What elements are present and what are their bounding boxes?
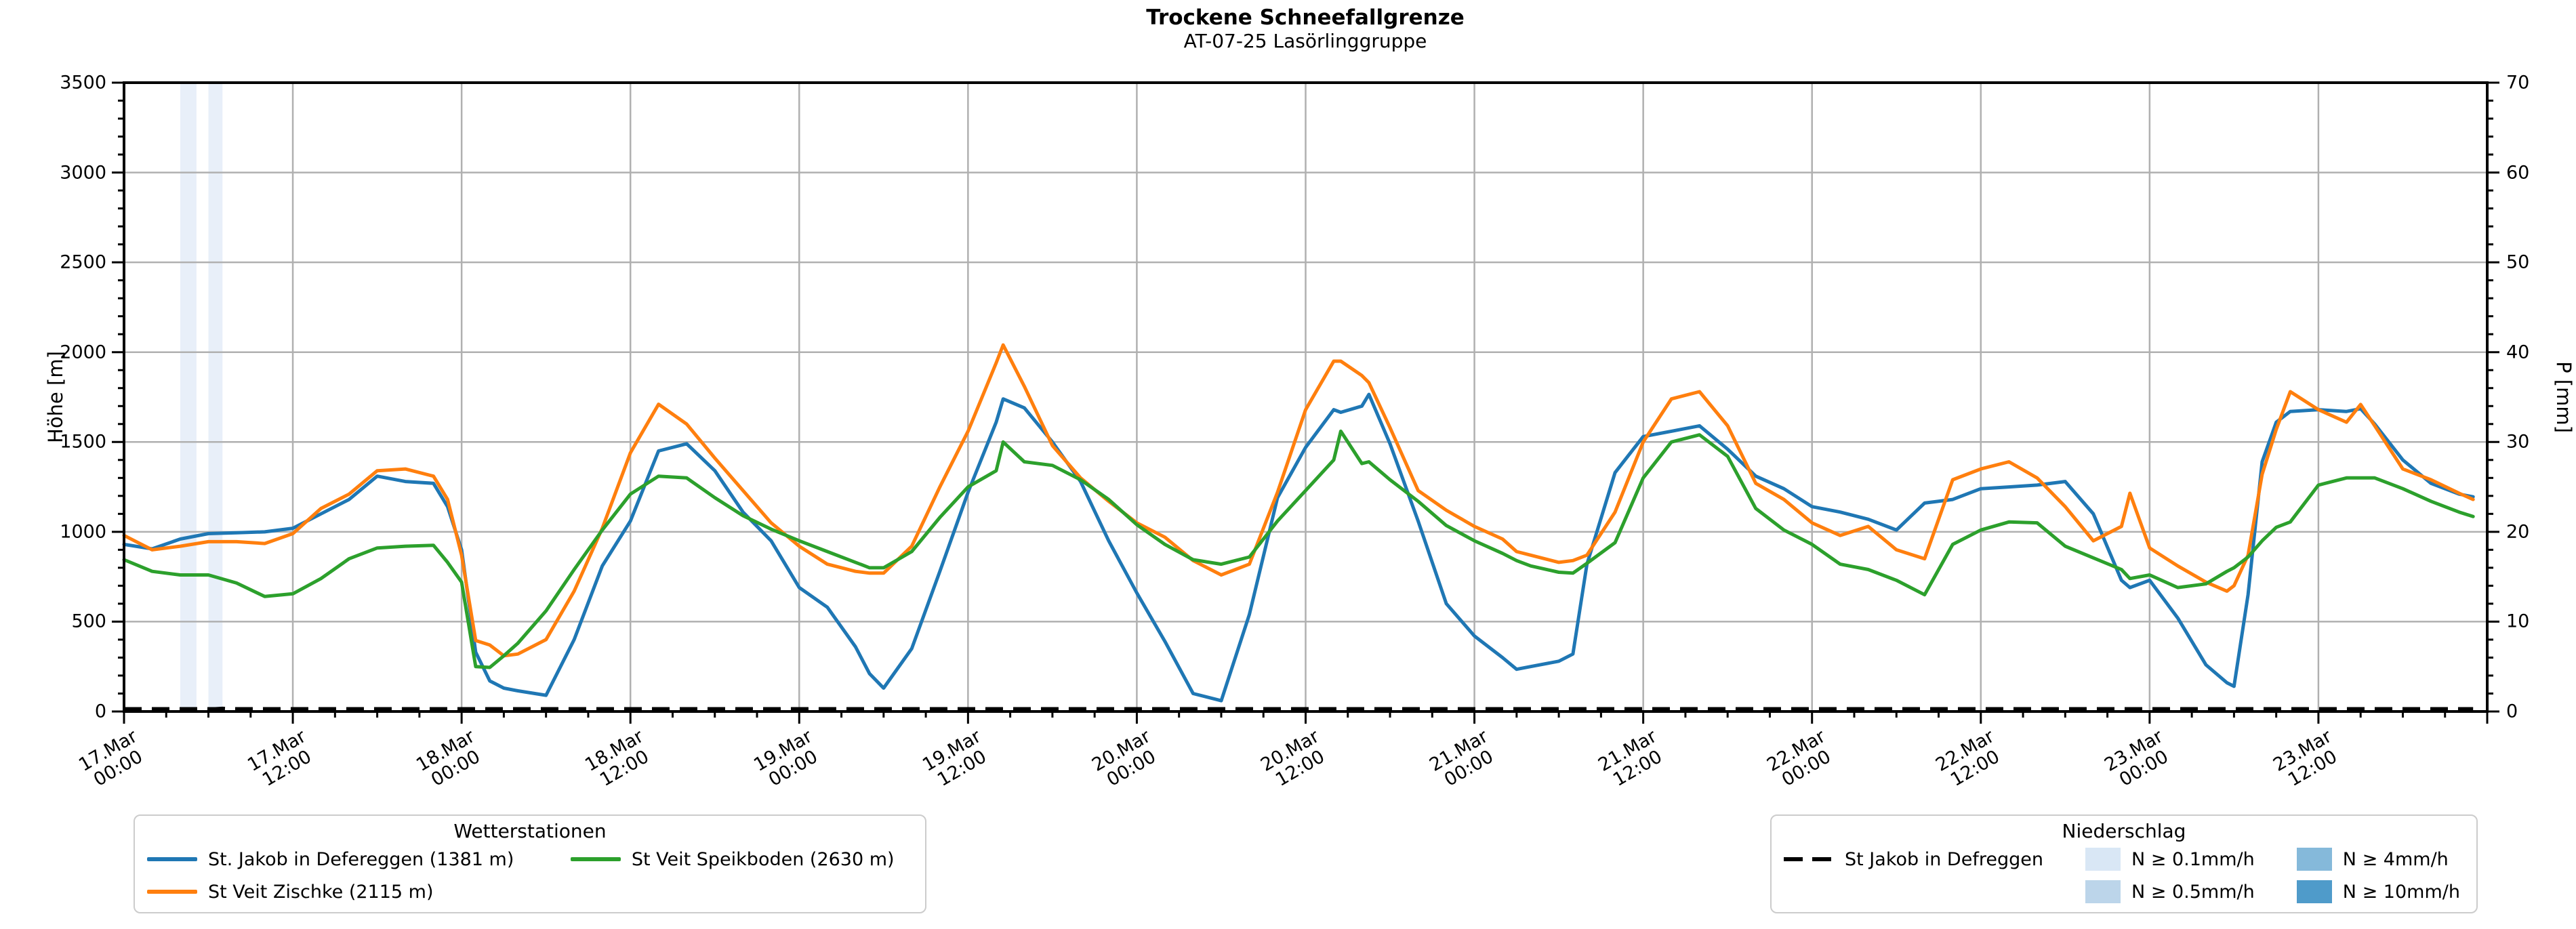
y-tick-label-right: 40: [2506, 342, 2530, 363]
series-line-1: [122, 392, 2475, 703]
y-axis-label-left: Höhe [m]: [43, 351, 67, 443]
legend-item: N ≥ 0.1mm/h: [2085, 846, 2259, 872]
chart-title: Trockene Schneefallgrenze: [1146, 5, 1465, 30]
precip-intensity-swatch-icon: [2085, 848, 2121, 871]
axis-ticks: [112, 81, 2499, 724]
y-tick-label-left: 1000: [60, 521, 106, 543]
y-tick-label-left: 0: [94, 701, 106, 722]
legend-item-label: N ≥ 4mm/h: [2342, 848, 2449, 870]
legend-item: N ≥ 0.5mm/h: [2085, 879, 2259, 905]
legend-stations-title: Wetterstationen: [453, 820, 607, 842]
y-tick-label-right: 70: [2506, 72, 2530, 94]
gridlines: [124, 83, 2487, 711]
series-line-2: [122, 343, 2475, 658]
legend-precip-title: Niederschlag: [2062, 820, 2186, 842]
legend-stations: Wetterstationen St. Jakob in Defereggen …: [134, 814, 926, 913]
legend-item-label: N ≥ 0.1mm/h: [2131, 848, 2255, 870]
y-tick-label-right: 30: [2506, 431, 2530, 453]
y-tick-label-left: 3500: [60, 72, 106, 94]
legend-item-label: N ≥ 10mm/h: [2342, 881, 2460, 903]
series-line-swatch-icon: [147, 857, 197, 861]
y-tick-label-right: 20: [2506, 521, 2530, 543]
legend-item-label: St Jakob in Defreggen: [1845, 848, 2043, 870]
precip-zero-line: [124, 706, 2474, 711]
y-tick-label-left: 1500: [60, 431, 106, 453]
legend-item: St Veit Zischke (2115 m): [147, 879, 533, 905]
y-tick-label-left: 2000: [60, 342, 106, 363]
legend-item-label: N ≥ 0.5mm/h: [2131, 881, 2255, 903]
precip-band: [208, 83, 223, 711]
legend-item-label: St. Jakob in Defereggen (1381 m): [208, 848, 514, 870]
y-tick-label-left: 3000: [60, 162, 106, 184]
legend-stations-items: St. Jakob in Defereggen (1381 m) St Veit …: [147, 846, 913, 905]
precip-intensity-swatch-icon: [2085, 880, 2121, 903]
precip-intensity-swatch-icon: [2296, 848, 2332, 871]
legend-item: St. Jakob in Defereggen (1381 m): [147, 846, 533, 872]
legend-precip-items: St Jakob in Defreggen N ≥ 0.1mm/h N ≥ 0.5m…: [1784, 846, 2464, 905]
y-tick-label-left: 2500: [60, 251, 106, 273]
y-tick-label-left: 500: [71, 611, 106, 632]
chart-subtitle: AT-07-25 Lasörlinggruppe: [1183, 30, 1427, 52]
legend-spacer: [1784, 879, 2047, 905]
precip-band: [180, 83, 197, 711]
legend-item: St Jakob in Defreggen: [1784, 846, 2047, 872]
series-line-swatch-icon: [147, 890, 197, 894]
legend-precip: Niederschlag St Jakob in Defreggen N ≥ 0.…: [1770, 814, 2478, 913]
dashed-line-swatch-icon: [1784, 857, 1834, 861]
legend-item-label: St Veit Speikboden (2630 m): [631, 848, 895, 870]
series-line-swatch-icon: [570, 857, 621, 861]
legend-item: N ≥ 4mm/h: [2296, 846, 2464, 872]
series-line-3: [122, 429, 2475, 669]
legend-item: St Veit Speikboden (2630 m): [570, 846, 913, 872]
y-axis-label-right: P [mm]: [2552, 361, 2575, 433]
y-tick-label-right: 50: [2506, 251, 2530, 273]
precip-intensity-swatch-icon: [2296, 880, 2332, 903]
y-tick-label-right: 60: [2506, 162, 2530, 184]
legend-item: N ≥ 10mm/h: [2296, 879, 2464, 905]
y-tick-label-right: 0: [2506, 701, 2518, 722]
y-tick-label-right: 10: [2506, 611, 2530, 632]
legend-item-label: St Veit Zischke (2115 m): [208, 881, 434, 903]
